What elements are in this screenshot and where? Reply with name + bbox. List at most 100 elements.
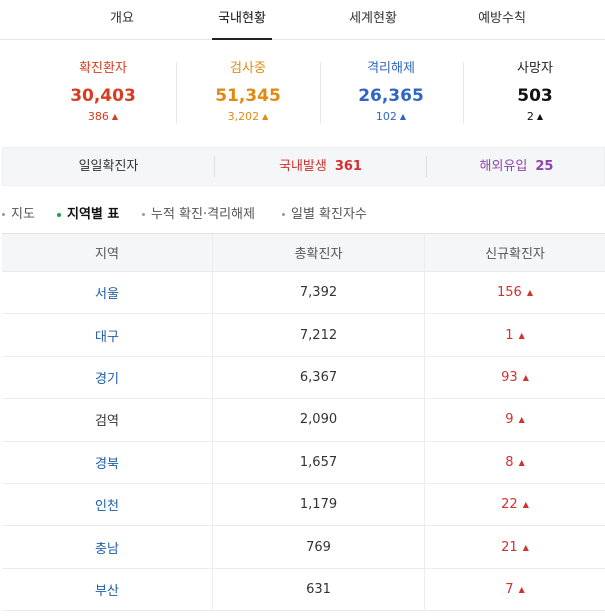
- region-name[interactable]: 경북: [95, 456, 119, 472]
- region-cell: 검역: [2, 399, 213, 441]
- arrow-up-icon: ▲: [518, 330, 525, 340]
- stat-label: 사망자: [517, 61, 553, 76]
- bullet-icon: [282, 213, 285, 216]
- divider: [463, 62, 464, 124]
- table-row: 인천 1,179 22 ▲: [2, 483, 605, 527]
- stat-delta: 102 ▲: [375, 110, 407, 123]
- stat-testing: 검사중 51,345 3,202 ▲: [175, 60, 321, 130]
- divider: [214, 156, 215, 177]
- region-cell: 부산: [2, 568, 213, 611]
- stat-delta: 386 ▲: [87, 110, 119, 123]
- bullet-icon: [142, 213, 145, 216]
- daily-overseas: 해외유입 25: [427, 148, 605, 185]
- daily-confirmed-bar: 일일확진자 국내발생 361 해외유입 25: [2, 147, 605, 186]
- total-cell: 1,179: [213, 483, 425, 526]
- domestic-label: 국내발생: [279, 159, 327, 174]
- subnav-cumulative[interactable]: 누적 확진·격리해제: [142, 205, 255, 225]
- region-name[interactable]: 경기: [95, 371, 119, 387]
- bullet-icon: [2, 213, 5, 216]
- divider: [426, 156, 427, 177]
- overseas-label: 해외유입: [479, 159, 528, 174]
- tab-overview[interactable]: 개요: [110, 11, 134, 26]
- arrow-up-icon: ▲: [399, 112, 407, 121]
- sub-nav: 지도 지역별 표 누적 확진·격리해제 일별 확진자수: [0, 205, 605, 225]
- region-cell: 인천: [2, 483, 213, 526]
- arrow-up-icon: ▲: [526, 288, 533, 298]
- stat-label: 격리해제: [367, 61, 415, 76]
- total-cell: 631: [213, 568, 425, 611]
- region-table: 지역 총확진자 신규확진자 서울 7,392 156 ▲ 대구 7,212 1 ▲ 경기 6,36…: [2, 233, 605, 612]
- stat-value: 503: [517, 86, 553, 106]
- region-name[interactable]: 충남: [95, 541, 119, 557]
- arrow-up-icon: ▲: [111, 112, 119, 121]
- divider: [320, 62, 321, 124]
- stat-value: 30,403: [70, 86, 136, 106]
- stat-confirmed: 확진환자 30,403 386 ▲: [30, 60, 176, 130]
- region-cell: 경북: [2, 441, 213, 483]
- new-cell: 156 ▲: [497, 285, 533, 301]
- table-row: 서울 7,392 156 ▲: [2, 272, 605, 315]
- stat-label: 확진환자: [79, 61, 127, 76]
- subnav-region-table[interactable]: 지역별 표: [57, 205, 119, 225]
- stat-value: 26,365: [358, 86, 424, 106]
- arrow-up-icon: ▲: [518, 415, 525, 425]
- arrow-up-icon: ▲: [522, 500, 529, 510]
- arrow-up-icon: ▲: [522, 542, 529, 552]
- bullet-icon: [57, 212, 61, 217]
- arrow-up-icon: ▲: [262, 112, 269, 121]
- domestic-value: 361: [334, 159, 362, 174]
- new-cell: 8 ▲: [505, 454, 525, 470]
- subnav-map[interactable]: 지도: [2, 205, 35, 225]
- total-cell: 7,392: [213, 272, 425, 314]
- region-cell: 경기: [2, 356, 213, 399]
- daily-label: 일일확진자: [78, 159, 139, 174]
- region-name: 검역: [95, 414, 119, 430]
- header-new: 신규확진자: [485, 247, 545, 262]
- table-row: 충남 769 21 ▲: [2, 526, 605, 569]
- arrow-up-icon: ▲: [518, 457, 525, 467]
- table-header: 지역 총확진자 신규확진자: [2, 234, 605, 272]
- stat-label: 검사중: [230, 61, 266, 76]
- new-cell: 21 ▲: [501, 539, 529, 555]
- header-total: 총확진자: [213, 234, 425, 271]
- total-cell: 769: [213, 526, 425, 568]
- total-cell: 1,657: [213, 441, 425, 483]
- region-cell: 서울: [2, 272, 213, 314]
- region-name[interactable]: 대구: [95, 329, 119, 345]
- table-row: 경기 6,367 93 ▲: [2, 356, 605, 400]
- daily-domestic: 국내발생 361: [215, 148, 426, 185]
- total-cell: 2,090: [213, 399, 425, 441]
- table-row: 경북 1,657 8 ▲: [2, 441, 605, 484]
- region-name[interactable]: 부산: [95, 583, 119, 599]
- tab-world[interactable]: 세계현황: [349, 11, 397, 26]
- table-row: 대구 7,212 1 ▲: [2, 314, 605, 357]
- total-cell: 6,367: [213, 356, 425, 399]
- arrow-up-icon: ▲: [522, 372, 529, 382]
- new-cell: 1 ▲: [505, 327, 525, 343]
- region-cell: 충남: [2, 526, 213, 568]
- table-row: 검역 2,090 9 ▲: [2, 399, 605, 442]
- stat-delta: 3,202 ▲: [227, 110, 269, 123]
- tab-prevention[interactable]: 예방수칙: [478, 11, 526, 26]
- stats-panel: 확진환자 30,403 386 ▲ 검사중 51,345 3,202 ▲ 격리해제 …: [0, 60, 605, 152]
- overseas-value: 25: [535, 159, 554, 174]
- stat-delta: 2 ▲: [526, 110, 544, 123]
- tab-domestic[interactable]: 국내현황: [212, 0, 272, 40]
- new-cell: 22 ▲: [501, 497, 529, 513]
- region-name[interactable]: 서울: [95, 287, 119, 303]
- new-cell: 9 ▲: [505, 412, 525, 428]
- new-cell: 93 ▲: [501, 369, 529, 385]
- stat-released: 격리해제 26,365 102 ▲: [318, 60, 464, 130]
- new-cell: 7 ▲: [505, 581, 525, 597]
- arrow-up-icon: ▲: [536, 112, 544, 121]
- region-name[interactable]: 인천: [95, 499, 119, 515]
- top-tabs: 개요 국내현황 세계현황 예방수칙: [0, 0, 605, 40]
- stat-value: 51,345: [215, 86, 281, 106]
- subnav-daily[interactable]: 일별 확진자수: [282, 205, 367, 225]
- region-cell: 대구: [2, 314, 213, 356]
- divider: [176, 62, 177, 124]
- table-row: 부산 631 7 ▲: [2, 568, 605, 612]
- stat-deaths: 사망자 503 2 ▲: [462, 60, 605, 130]
- header-region: 지역: [2, 234, 213, 271]
- total-cell: 7,212: [213, 314, 425, 356]
